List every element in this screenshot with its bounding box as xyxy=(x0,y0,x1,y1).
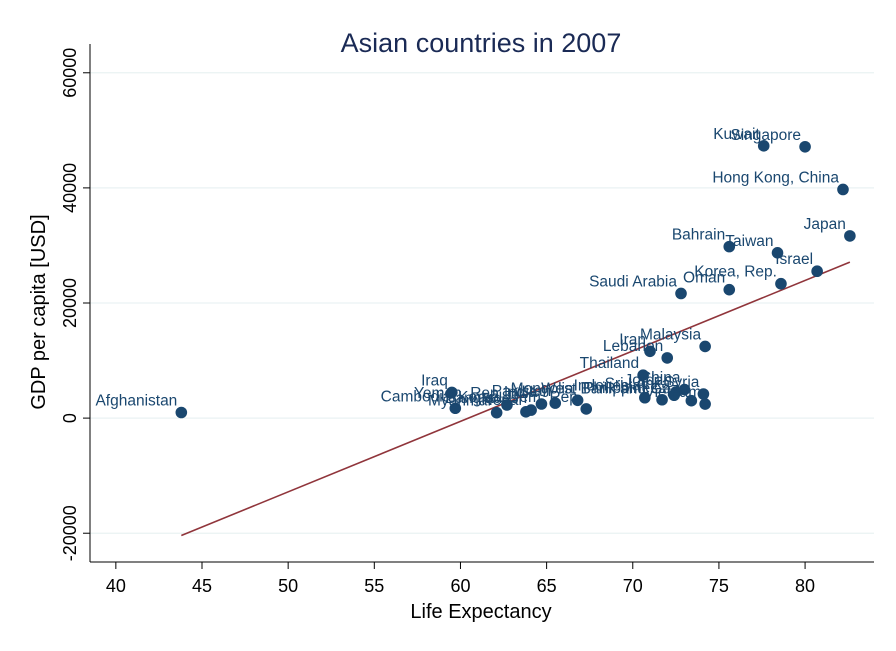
x-tick-label: 50 xyxy=(278,576,298,596)
data-point xyxy=(449,402,462,415)
data-point xyxy=(775,277,787,290)
data-point xyxy=(490,406,503,419)
data-point xyxy=(685,394,698,407)
point-label: Taiwan xyxy=(725,233,773,250)
point-label: West Bank and Gaza xyxy=(541,381,688,398)
x-tick-label: 65 xyxy=(537,576,557,596)
data-point xyxy=(837,183,849,196)
data-point xyxy=(535,398,548,410)
y-tick-label: 0 xyxy=(60,413,80,423)
data-point xyxy=(757,140,770,152)
point-label: Kuwait xyxy=(713,126,760,143)
point-label: Israel xyxy=(775,251,813,268)
fit-line-layer xyxy=(181,261,851,537)
point-label: Philippines xyxy=(583,380,658,397)
point-label: Sri Lanka xyxy=(605,375,671,392)
point-label: Singapore xyxy=(730,127,801,144)
x-tick-label: 55 xyxy=(364,576,384,596)
data-point xyxy=(446,386,458,399)
point-label: Pakistan xyxy=(492,383,551,400)
point-label: Lebanon xyxy=(603,338,663,355)
data-point xyxy=(811,265,823,278)
y-axis-title: GDP per capita [USD] xyxy=(28,214,50,409)
x-tick-label: 70 xyxy=(623,576,643,596)
axes: 40 45 50 55 60 65 70 75 80 -20000 0 20000 40000 60000 xyxy=(60,44,874,596)
point-label: Thailand xyxy=(580,355,639,372)
y-tick-label: 40000 xyxy=(60,163,80,213)
data-point xyxy=(799,140,811,153)
chart-title: Asian countries in 2007 xyxy=(341,28,622,58)
point-label: Iran xyxy=(619,331,646,348)
data-point xyxy=(675,287,687,300)
data-point xyxy=(501,399,513,411)
point-label: Bangladesh xyxy=(445,390,527,407)
data-point xyxy=(571,394,584,407)
x-tick-label: 80 xyxy=(795,576,815,596)
data-point xyxy=(549,397,562,409)
point-label: Indonesia xyxy=(574,378,642,395)
point-label: Bahrain xyxy=(672,227,725,244)
data-point xyxy=(656,393,668,406)
data-points xyxy=(175,140,856,419)
point-label: Cambodia xyxy=(381,388,452,405)
point-label: Korea, Rep. xyxy=(694,264,777,281)
data-point xyxy=(639,391,651,404)
data-point xyxy=(175,406,188,419)
x-tick-label: 60 xyxy=(450,576,470,596)
y-tick-label: 20000 xyxy=(60,278,80,328)
data-point xyxy=(580,403,593,415)
data-point xyxy=(668,389,680,402)
data-point xyxy=(723,240,736,253)
x-tick-label: 40 xyxy=(106,576,126,596)
point-label: Jordan xyxy=(624,372,671,389)
data-point xyxy=(699,340,711,353)
gridlines xyxy=(90,72,874,534)
point-label: India xyxy=(504,384,538,401)
x-tick-label: 45 xyxy=(192,576,212,596)
point-label: Saudi Arabia xyxy=(589,273,677,290)
y-tick-label: -20000 xyxy=(60,505,80,561)
data-point xyxy=(699,398,711,410)
point-label: Korea, Dem. Rep. xyxy=(458,389,582,406)
data-point xyxy=(771,247,784,259)
point-label: Malaysia xyxy=(640,326,702,343)
data-point xyxy=(844,230,856,242)
point-label: Yemen, Rep. xyxy=(414,385,503,402)
data-point xyxy=(697,388,710,400)
point-label: Vietnam xyxy=(645,384,702,401)
x-axis-title: Life Expectancy xyxy=(410,601,551,623)
point-label: Myanmar xyxy=(428,393,493,410)
point-label: Hong Kong, China xyxy=(712,169,839,186)
data-point xyxy=(520,406,532,418)
point-label: Japan xyxy=(804,216,846,233)
y-tick-label: 60000 xyxy=(60,48,80,98)
data-point xyxy=(637,369,649,381)
x-tick-label: 75 xyxy=(709,576,729,596)
point-label: Syria xyxy=(664,374,700,391)
data-point xyxy=(723,283,736,296)
data-point xyxy=(644,345,656,358)
point-label: Mongolia xyxy=(511,380,574,397)
point-label: Afghanistan xyxy=(95,393,177,410)
fit-line xyxy=(181,261,851,537)
point-label: Nepal xyxy=(481,392,522,409)
data-point xyxy=(661,352,674,364)
point-label: China xyxy=(640,370,681,387)
point-label: Iraq xyxy=(421,372,448,389)
point-label: Oman xyxy=(683,270,725,287)
